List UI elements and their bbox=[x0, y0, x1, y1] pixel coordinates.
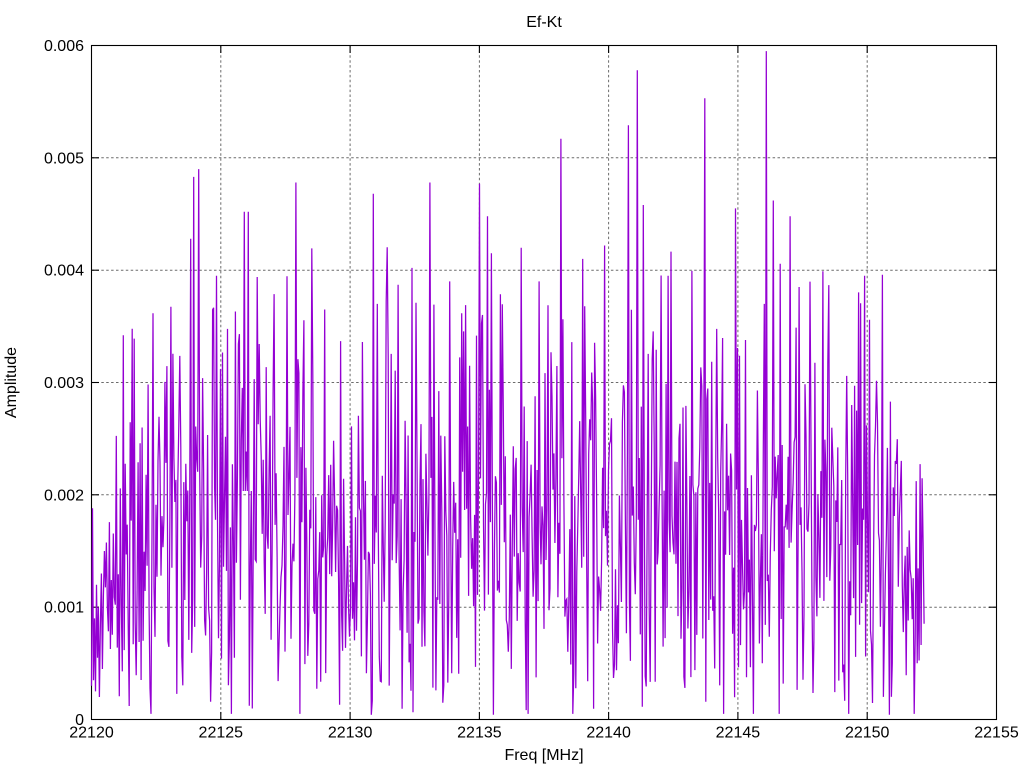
svg-text:Ef-Kt: Ef-Kt bbox=[526, 14, 562, 31]
svg-text:22150: 22150 bbox=[845, 725, 890, 742]
svg-text:22130: 22130 bbox=[328, 725, 373, 742]
svg-text:Freq [MHz]: Freq [MHz] bbox=[504, 747, 583, 764]
svg-text:0.001: 0.001 bbox=[44, 600, 84, 617]
svg-text:22125: 22125 bbox=[199, 725, 244, 742]
svg-text:22120: 22120 bbox=[69, 725, 114, 742]
svg-text:0.003: 0.003 bbox=[44, 375, 84, 392]
svg-text:Amplitude: Amplitude bbox=[3, 347, 20, 418]
svg-text:22155: 22155 bbox=[974, 725, 1019, 742]
svg-text:22135: 22135 bbox=[457, 725, 502, 742]
svg-text:0.002: 0.002 bbox=[44, 487, 84, 504]
svg-text:22140: 22140 bbox=[586, 725, 631, 742]
svg-text:22145: 22145 bbox=[716, 725, 761, 742]
svg-text:0.004: 0.004 bbox=[44, 263, 84, 280]
svg-text:0: 0 bbox=[75, 712, 84, 729]
svg-text:0.005: 0.005 bbox=[44, 150, 84, 167]
svg-text:0.006: 0.006 bbox=[44, 38, 84, 55]
